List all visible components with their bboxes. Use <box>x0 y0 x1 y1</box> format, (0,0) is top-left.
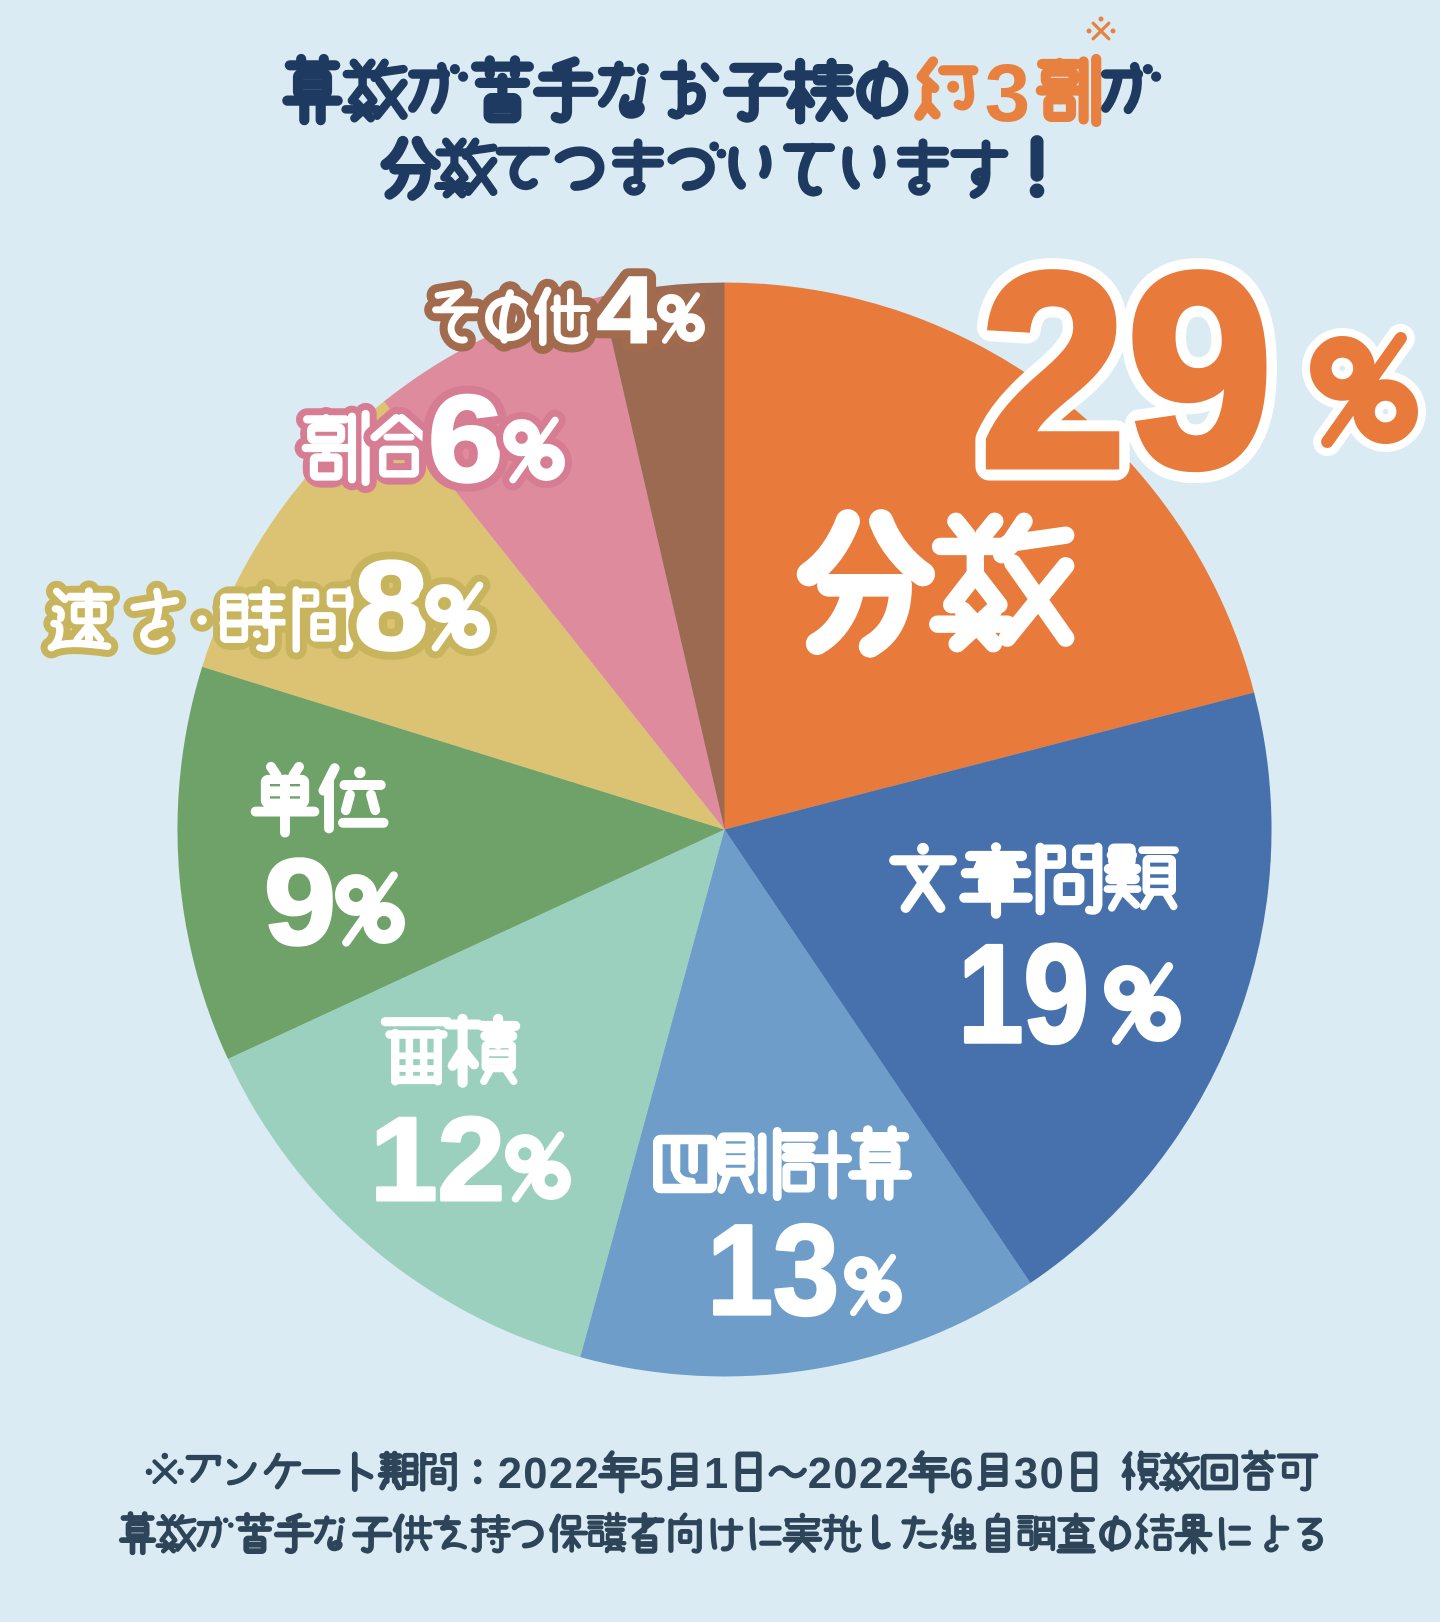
svg-text:6: 6 <box>428 371 503 508</box>
svg-text:2: 2 <box>808 1450 832 1498</box>
svg-text:29: 29 <box>980 215 1273 525</box>
svg-text:2: 2 <box>549 1450 573 1498</box>
svg-text:3: 3 <box>1014 1450 1038 1498</box>
svg-text:3: 3 <box>985 48 1031 139</box>
svg-text:8: 8 <box>354 535 428 676</box>
svg-text:0: 0 <box>523 1450 547 1498</box>
svg-text:2: 2 <box>574 1450 598 1498</box>
svg-text:4: 4 <box>597 257 656 362</box>
svg-text:12: 12 <box>370 1093 505 1226</box>
svg-text:0: 0 <box>1040 1450 1064 1498</box>
svg-text:2: 2 <box>859 1450 883 1498</box>
svg-text:29: 29 <box>980 215 1273 525</box>
svg-text:1: 1 <box>704 1450 728 1498</box>
svg-text:2: 2 <box>498 1450 522 1498</box>
svg-text:13: 13 <box>707 1199 839 1342</box>
svg-text:9: 9 <box>264 834 336 970</box>
svg-text:5: 5 <box>639 1450 663 1498</box>
svg-text:19: 19 <box>958 915 1089 1072</box>
svg-text:6: 6 <box>949 1450 973 1498</box>
svg-text:0: 0 <box>833 1450 857 1498</box>
svg-text:2: 2 <box>885 1450 909 1498</box>
